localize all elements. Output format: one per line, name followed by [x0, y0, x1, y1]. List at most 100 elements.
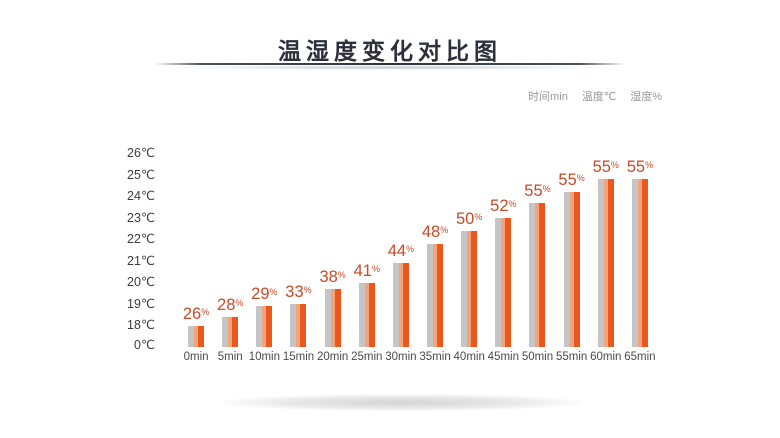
temperature-bar [563, 192, 580, 347]
humidity-value-percent-sign: % [440, 224, 449, 235]
humidity-value-percent-sign: % [371, 263, 380, 274]
y-tick-label: 22℃ [127, 232, 155, 246]
humidity-value-percent-sign: % [610, 160, 619, 171]
x-tick-label: 35min [419, 351, 451, 363]
humidity-value-number: 48 [421, 222, 441, 241]
humidity-value-percent-sign: % [337, 270, 346, 280]
legend-item-temperature: 温度℃ [581, 91, 617, 103]
bar-group: 26% [179, 147, 213, 347]
bar-group: 52% [486, 147, 520, 347]
bar-group: 28% [213, 147, 247, 347]
humidity-value-label: 55% [524, 183, 550, 200]
temperature-bar [529, 203, 546, 347]
legend-item-humidity: 湿度% [630, 91, 662, 103]
humidity-value-label: 55% [627, 159, 653, 176]
humidity-value-percent-sign: % [406, 244, 415, 255]
y-tick-label: 26℃ [127, 146, 155, 160]
page-title: 温湿度变化对比图 [278, 38, 502, 64]
humidity-value-label: 41% [353, 261, 380, 280]
chart-legend: 时间min 温度℃ 湿度% [528, 88, 662, 104]
bar-group: 55% [555, 147, 589, 347]
humidity-value-number: 29 [251, 285, 270, 304]
title-divider [154, 63, 626, 65]
temperature-bar [495, 218, 512, 347]
x-tick-label: 65min [624, 351, 656, 363]
humidity-value-label: 52% [490, 198, 516, 215]
x-tick-label: 25min [351, 351, 383, 363]
temperature-bar [188, 325, 205, 347]
humidity-value-label: 38% [319, 269, 345, 286]
humidity-value-number: 55 [558, 171, 577, 190]
bar-group: 41% [350, 147, 384, 347]
humidity-value-percent-sign: % [576, 173, 585, 184]
temperature-bar [631, 179, 648, 347]
temperature-bar [597, 179, 614, 347]
humidity-value-number: 41 [353, 261, 372, 280]
x-tick-label: 30min [385, 351, 417, 363]
floor-shadow [222, 394, 582, 411]
x-tick-label: 0min [183, 351, 209, 363]
x-tick-label: 55min [555, 351, 588, 363]
x-tick-label: 5min [217, 351, 243, 363]
x-tick-label: 60min [590, 351, 622, 363]
humidity-value-number: 26 [182, 304, 202, 323]
humidity-value-label: 48% [422, 224, 448, 241]
bar-group: 48% [418, 147, 452, 347]
y-tick-label: 24℃ [127, 189, 155, 203]
humidity-value-number: 52 [490, 197, 509, 215]
humidity-value-number: 55 [626, 158, 646, 177]
humidity-value-percent-sign: % [235, 297, 244, 308]
humidity-value-label: 29% [251, 286, 277, 303]
temperature-bar [427, 243, 444, 347]
x-axis: 0min 5min 10min 15min 20min 25min 30min 35min 40… [179, 351, 657, 367]
bar-group: 55% [623, 147, 657, 347]
humidity-value-percent-sign: % [201, 306, 210, 317]
x-tick-label: 20min [316, 351, 349, 363]
y-tick-label: 18℃ [127, 318, 155, 332]
title-divider-shadow [170, 65, 610, 70]
bar-group: 33% [281, 147, 315, 347]
temperature-bar [290, 304, 307, 347]
humidity-value-label: 50% [456, 211, 482, 228]
x-tick-label: 40min [453, 351, 485, 363]
humidity-value-number: 44 [387, 242, 407, 261]
humidity-value-percent-sign: % [645, 160, 654, 171]
x-tick-label: 45min [487, 351, 519, 363]
bar-group: 55% [520, 147, 554, 347]
temperature-bar [256, 306, 273, 347]
humidity-value-percent-sign: % [474, 211, 483, 222]
humidity-value-number: 38 [319, 268, 338, 286]
humidity-value-label: 28% [217, 297, 243, 314]
y-tick-label: 20℃ [127, 275, 155, 289]
bar-group: 29% [247, 147, 281, 347]
humidity-value-number: 28 [217, 295, 236, 314]
y-tick-label: 19℃ [127, 296, 155, 311]
bar-group: 44% [384, 147, 418, 347]
temperature-bar [324, 289, 341, 347]
temperature-bar [392, 263, 409, 347]
humidity-value-number: 50 [456, 209, 475, 228]
humidity-value-label: 26% [182, 304, 210, 323]
temperature-bar [461, 230, 478, 347]
y-axis: 26℃ 25℃ 24℃ 23℃ 22℃ 21℃ 20℃ 19℃ 18℃ 0℃ [60, 0, 155, 438]
x-tick-label: 50min [521, 351, 554, 363]
humidity-value-number: 55 [524, 182, 543, 200]
y-tick-label: 21℃ [127, 253, 155, 268]
legend-item-time: 时间min [528, 91, 568, 103]
humidity-value-number: 55 [592, 158, 611, 177]
humidity-value-percent-sign: % [269, 287, 278, 298]
humidity-value-label: 33% [285, 284, 311, 301]
bar-group: 55% [589, 147, 623, 347]
x-tick-label: 15min [282, 351, 315, 363]
plot-area: 26% 28% 29% 33% 38% 41% 44% 48% 50% 52% 55% 55% 55% 5… [179, 147, 657, 347]
temperature-bar [358, 282, 375, 347]
y-tick-label: 25℃ [127, 167, 155, 182]
y-tick-label: 23℃ [127, 210, 155, 225]
humidity-value-label: 55% [558, 172, 584, 189]
humidity-value-number: 33 [285, 283, 304, 301]
bar-group: 38% [316, 147, 350, 347]
bar-group: 50% [452, 147, 486, 347]
temperature-bar [222, 316, 239, 347]
humidity-value-percent-sign: % [303, 285, 312, 295]
